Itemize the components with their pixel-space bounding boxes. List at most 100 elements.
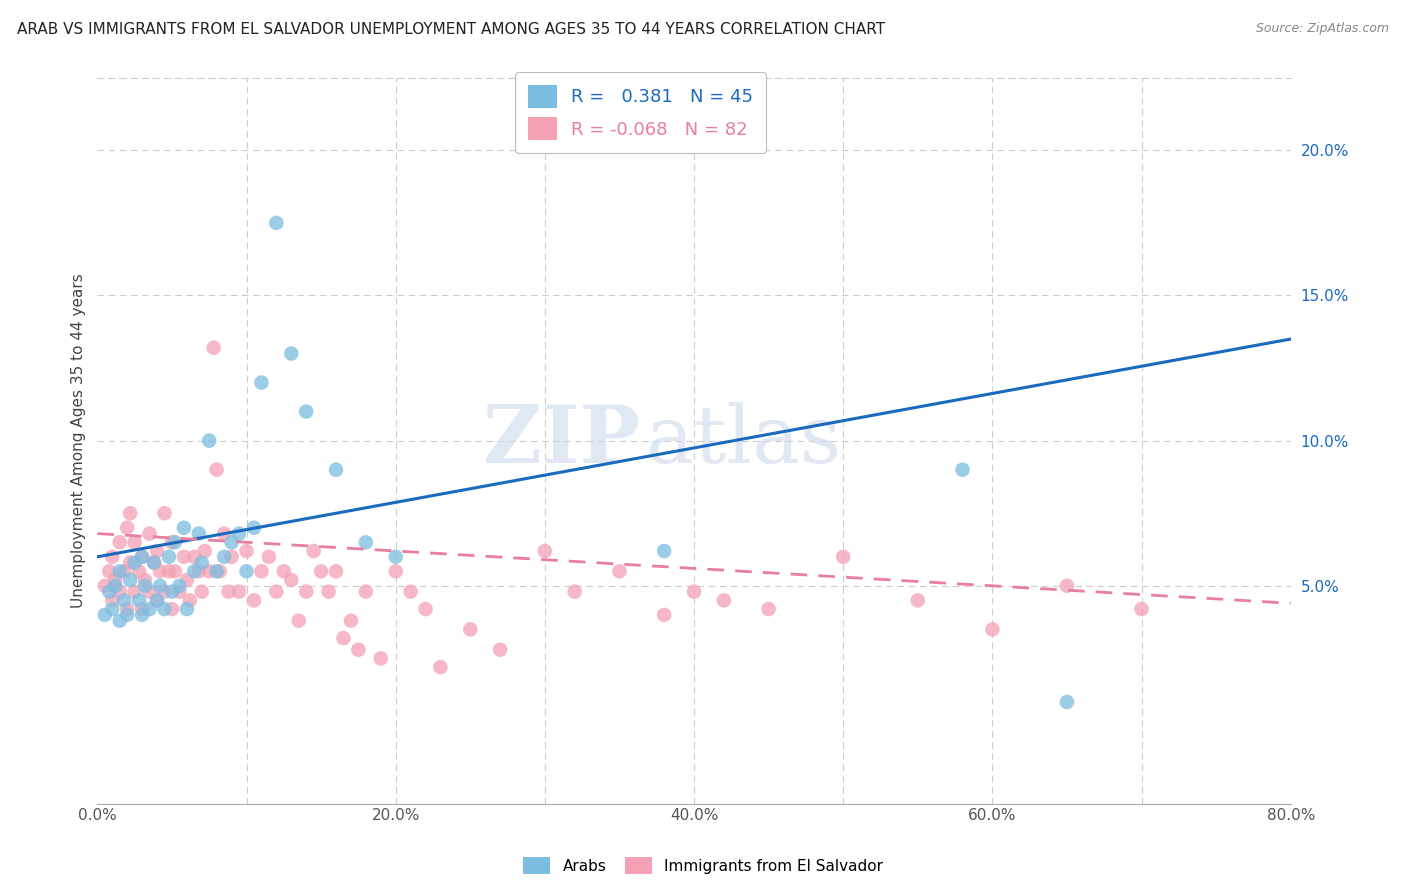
Legend: R =   0.381   N = 45, R = -0.068   N = 82: R = 0.381 N = 45, R = -0.068 N = 82 bbox=[515, 72, 766, 153]
Point bbox=[120, 573, 142, 587]
Point bbox=[160, 584, 183, 599]
Point bbox=[309, 564, 332, 578]
Point bbox=[94, 607, 117, 622]
Point bbox=[112, 564, 135, 578]
Point bbox=[325, 463, 347, 477]
Point bbox=[131, 549, 153, 564]
Point bbox=[205, 564, 228, 578]
Point bbox=[183, 549, 205, 564]
Point bbox=[108, 584, 131, 599]
Point bbox=[146, 593, 169, 607]
Point bbox=[101, 602, 124, 616]
Point bbox=[173, 521, 195, 535]
Point bbox=[176, 573, 198, 587]
Point bbox=[108, 614, 131, 628]
Point bbox=[1130, 602, 1153, 616]
Point bbox=[273, 564, 295, 578]
Point bbox=[287, 614, 309, 628]
Point bbox=[187, 564, 209, 578]
Point bbox=[208, 564, 231, 578]
Text: Source: ZipAtlas.com: Source: ZipAtlas.com bbox=[1256, 22, 1389, 36]
Point bbox=[458, 623, 481, 637]
Point bbox=[332, 631, 354, 645]
Point bbox=[221, 535, 243, 549]
Point bbox=[347, 642, 370, 657]
Point bbox=[191, 584, 214, 599]
Legend: Arabs, Immigrants from El Salvador: Arabs, Immigrants from El Salvador bbox=[516, 851, 890, 880]
Point bbox=[138, 526, 160, 541]
Point bbox=[187, 526, 209, 541]
Point bbox=[143, 556, 166, 570]
Point bbox=[131, 549, 153, 564]
Point bbox=[153, 584, 176, 599]
Point bbox=[218, 584, 240, 599]
Point bbox=[221, 549, 243, 564]
Point bbox=[169, 584, 191, 599]
Point bbox=[302, 544, 325, 558]
Point bbox=[907, 593, 929, 607]
Point bbox=[183, 564, 205, 578]
Point bbox=[128, 564, 150, 578]
Point bbox=[318, 584, 340, 599]
Point bbox=[112, 593, 135, 607]
Point bbox=[146, 593, 169, 607]
Point bbox=[153, 506, 176, 520]
Point bbox=[325, 564, 347, 578]
Point bbox=[250, 564, 273, 578]
Point bbox=[652, 607, 675, 622]
Point bbox=[146, 544, 169, 558]
Point bbox=[134, 573, 156, 587]
Point bbox=[354, 535, 377, 549]
Point bbox=[138, 602, 160, 616]
Point bbox=[153, 602, 176, 616]
Point bbox=[1056, 695, 1078, 709]
Point bbox=[120, 506, 142, 520]
Point bbox=[981, 623, 1004, 637]
Point bbox=[952, 463, 974, 477]
Text: atlas: atlas bbox=[647, 401, 841, 480]
Point bbox=[104, 573, 127, 587]
Point bbox=[609, 564, 631, 578]
Point bbox=[758, 602, 780, 616]
Text: ZIP: ZIP bbox=[484, 401, 640, 480]
Point bbox=[235, 544, 257, 558]
Point bbox=[243, 521, 266, 535]
Point bbox=[228, 526, 250, 541]
Point bbox=[134, 579, 156, 593]
Point bbox=[295, 404, 318, 418]
Point bbox=[169, 579, 191, 593]
Point bbox=[384, 564, 406, 578]
Point bbox=[205, 463, 228, 477]
Point bbox=[131, 607, 153, 622]
Text: ARAB VS IMMIGRANTS FROM EL SALVADOR UNEMPLOYMENT AMONG AGES 35 TO 44 YEARS CORRE: ARAB VS IMMIGRANTS FROM EL SALVADOR UNEM… bbox=[17, 22, 884, 37]
Point bbox=[212, 549, 235, 564]
Point bbox=[257, 549, 280, 564]
Point bbox=[280, 346, 302, 360]
Point bbox=[101, 593, 124, 607]
Point bbox=[212, 526, 235, 541]
Point bbox=[354, 584, 377, 599]
Point bbox=[176, 602, 198, 616]
Point bbox=[370, 651, 392, 665]
Point bbox=[384, 549, 406, 564]
Point bbox=[149, 564, 172, 578]
Point bbox=[157, 549, 180, 564]
Point bbox=[564, 584, 586, 599]
Point bbox=[534, 544, 557, 558]
Point bbox=[163, 564, 186, 578]
Point bbox=[179, 593, 201, 607]
Point bbox=[138, 584, 160, 599]
Point bbox=[191, 556, 214, 570]
Point bbox=[124, 535, 146, 549]
Point bbox=[94, 579, 117, 593]
Point bbox=[194, 544, 217, 558]
Point bbox=[429, 660, 451, 674]
Point bbox=[115, 602, 138, 616]
Point bbox=[280, 573, 302, 587]
Point bbox=[652, 544, 675, 558]
Point bbox=[340, 614, 363, 628]
Point bbox=[124, 556, 146, 570]
Point bbox=[832, 549, 855, 564]
Point bbox=[683, 584, 706, 599]
Point bbox=[295, 584, 318, 599]
